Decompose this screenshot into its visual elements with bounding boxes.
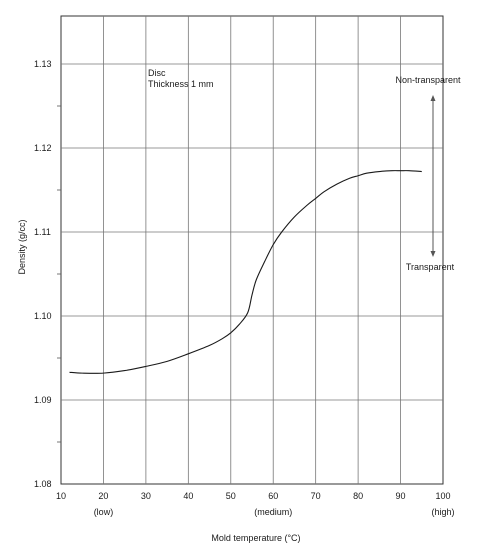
y-tick-label: 1.08 bbox=[34, 479, 52, 489]
x-tick-label: 70 bbox=[311, 491, 321, 501]
x-tick-label: 100 bbox=[435, 491, 450, 501]
x-qualitative-label: (high) bbox=[431, 507, 454, 517]
plot-frame bbox=[60, 15, 444, 485]
x-tick-label: 40 bbox=[183, 491, 193, 501]
grid-layer bbox=[60, 15, 444, 485]
x-tick-label: 80 bbox=[353, 491, 363, 501]
x-tick-label: 60 bbox=[268, 491, 278, 501]
x-tick-label: 50 bbox=[226, 491, 236, 501]
arrowhead-down-icon bbox=[430, 251, 436, 257]
x-qualitative-label: (low) bbox=[94, 507, 114, 517]
x-tick-label: 10 bbox=[56, 491, 66, 501]
y-axis-title: Density (g/cc) bbox=[17, 219, 27, 274]
x-qualitative-label: (medium) bbox=[254, 507, 292, 517]
transparent-label: Transparent bbox=[406, 262, 455, 272]
x-axis-title: Mold temperature (°C) bbox=[211, 533, 300, 543]
y-tick-label: 1.12 bbox=[34, 143, 52, 153]
specimen-label-line2: Thickness 1 mm bbox=[148, 79, 214, 89]
y-tick-label: 1.09 bbox=[34, 395, 52, 405]
non-transparent-label: Non-transparent bbox=[395, 75, 461, 85]
series-layer bbox=[69, 170, 422, 374]
x-tick-label: 30 bbox=[141, 491, 151, 501]
y-tick-label: 1.11 bbox=[34, 227, 51, 237]
arrowhead-up-icon bbox=[430, 95, 436, 101]
specimen-label-line1: Disc bbox=[148, 68, 166, 78]
y-tick-label: 1.10 bbox=[34, 311, 52, 321]
x-tick-label: 20 bbox=[98, 491, 108, 501]
y-tick-label: 1.13 bbox=[34, 59, 52, 69]
tick-layer: 10 20 30 40 50 60 70 80 90 100 1.08 1.09 1.10 1.11 1.1… bbox=[34, 59, 455, 517]
density-curve bbox=[69, 170, 422, 374]
x-tick-label: 90 bbox=[396, 491, 406, 501]
